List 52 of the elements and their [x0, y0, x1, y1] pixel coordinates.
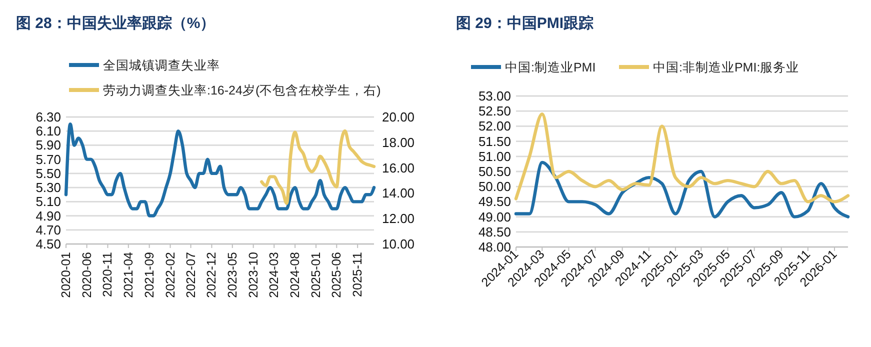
x-tick-label: 2020-06	[80, 252, 94, 298]
y-tick-label: 49.00	[478, 209, 511, 224]
x-tick-label: 2022-02	[163, 252, 178, 298]
y2-tick-label: 18.00	[382, 134, 415, 150]
y-tick-label: 53.00	[478, 88, 511, 104]
x-tick-label: 2023-10	[246, 252, 260, 298]
line-series	[260, 129, 376, 205]
line-series	[514, 160, 850, 218]
x-tick-label: 2023-05	[225, 252, 240, 298]
x-tick-label: 2022-12	[204, 252, 219, 298]
y2-tick-label: 14.00	[382, 186, 415, 201]
line-series	[64, 122, 376, 218]
x-tick-label: 2022-07	[184, 252, 198, 298]
line-series	[514, 112, 850, 204]
y-tick-label: 51.00	[478, 148, 511, 164]
y-tick-label: 6.10	[36, 124, 61, 139]
legend-label: 劳动力调查失业率:16-24岁(不包含在校学生，右)	[103, 82, 381, 98]
x-tick-label: 2025-01	[308, 252, 323, 298]
x-tick-label: 2025-06	[330, 252, 344, 298]
legend-label: 中国:非制造业PMI:服务业	[653, 60, 800, 74]
legend-label: 全国城镇调查失业率	[103, 58, 220, 72]
y-tick-label: 5.70	[36, 152, 61, 167]
x-tick-label: 2020-01	[59, 252, 73, 298]
chart-title: 图 28：中国失业率跟踪（%）	[16, 14, 216, 32]
y2-tick-label: 16.00	[382, 160, 415, 176]
y-tick-label: 52.00	[478, 118, 511, 134]
x-tick-label: 2021-04	[121, 252, 136, 298]
y-tick-label: 52.50	[478, 104, 511, 119]
y-tick-label: 4.50	[36, 236, 61, 252]
y-tick-label: 48.50	[478, 224, 511, 240]
x-tick-label: 2024-08	[288, 252, 302, 298]
y-tick-label: 4.70	[36, 222, 61, 238]
y-tick-label: 5.10	[36, 194, 61, 210]
y-tick-label: 51.50	[478, 134, 511, 149]
x-tick-label: 2021-09	[142, 252, 156, 298]
x-tick-label: 2024-03	[267, 252, 282, 298]
y-tick-label: 5.90	[36, 138, 61, 153]
legend-label: 中国:制造业PMI	[505, 60, 596, 74]
chart-title: 图 29：中国PMI跟踪	[456, 15, 594, 32]
y-tick-label: 50.50	[478, 164, 511, 179]
y-tick-label: 5.50	[36, 166, 61, 181]
x-tick-label: 2020-11	[100, 252, 115, 297]
y-tick-label: 6.30	[36, 110, 61, 124]
y-tick-label: 4.90	[36, 208, 61, 224]
y-tick-label: 50.00	[478, 179, 511, 194]
y-tick-label: 5.30	[36, 180, 61, 196]
y2-tick-label: 10.00	[382, 236, 415, 252]
y-tick-label: 48.00	[478, 240, 511, 254]
x-tick-label: 2025-11	[350, 252, 365, 297]
y2-tick-label: 12.00	[382, 211, 415, 226]
y-tick-label: 49.50	[478, 194, 511, 210]
y2-tick-label: 20.00	[382, 110, 415, 124]
